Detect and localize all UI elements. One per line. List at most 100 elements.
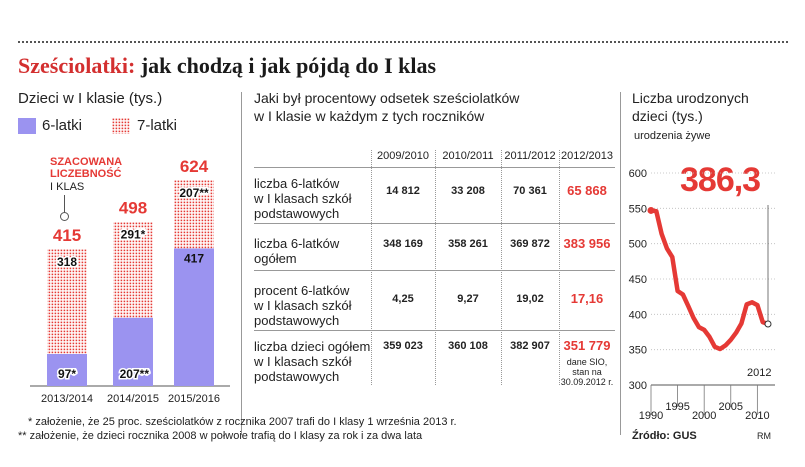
table-cell-highlight: 351 779 bbox=[563, 338, 611, 353]
table-cell-highlight: 65 868 bbox=[567, 183, 607, 198]
bar-total-label: 498 bbox=[119, 199, 147, 218]
estimate-label-line2: LICZEBNOŚĆ bbox=[50, 168, 122, 180]
author-label: RM bbox=[757, 431, 771, 441]
row-label-line: procent 6-latków bbox=[254, 283, 350, 298]
table-cell: 382 907 bbox=[510, 340, 550, 352]
births-series-line bbox=[648, 208, 771, 352]
table-cell: 348 169 bbox=[383, 238, 423, 250]
line-chart-subtitle-3: urodzenia żywe bbox=[634, 130, 711, 142]
table-heading-line2: w I klasie w każdym z tych roczników bbox=[254, 108, 485, 124]
y-tick-label: 350 bbox=[629, 345, 647, 357]
page-title: Sześciolatki: jak chodzą i jak pójdą do … bbox=[18, 53, 436, 79]
table-rule-top bbox=[254, 167, 615, 168]
bar-6-latki bbox=[174, 248, 214, 386]
stacked-bar-chart: 2013/2014 415 97* 318 2014/2015 498 207** 291* 2… bbox=[30, 157, 230, 405]
table-cell-highlight: 383 956 bbox=[563, 236, 611, 251]
y-tick-label: 500 bbox=[629, 239, 647, 251]
footnote-1: * założenie, że 25 proc. sześciolatków z… bbox=[28, 416, 457, 428]
table-note-line: stan na bbox=[572, 367, 602, 377]
line-chart-subtitle-1: Liczba urodzonych bbox=[632, 90, 749, 106]
row-label-line: w I klasach szkół bbox=[254, 354, 352, 369]
row-label-count6-total: liczba 6-latków ogółem bbox=[254, 236, 339, 266]
bar-category-label: 2014/2015 bbox=[107, 393, 159, 405]
table-col-sep-4 bbox=[559, 150, 560, 385]
estimate-label-line3: I KLAS bbox=[50, 181, 85, 193]
table-rule-1 bbox=[254, 223, 615, 224]
bar-6-value-label: 97* bbox=[58, 367, 76, 381]
legend-swatch-6 bbox=[18, 118, 36, 134]
legend-label-7: 7-latki bbox=[137, 117, 178, 134]
table-cell: 369 872 bbox=[510, 238, 550, 250]
bar-total-label: 624 bbox=[180, 157, 209, 176]
row-label-line: podstawowych bbox=[254, 313, 340, 328]
row-label-count6-school: liczba 6-latków w I klasach szkół podsta… bbox=[254, 176, 352, 221]
estimate-pointer-dot bbox=[60, 212, 69, 221]
x-tick-label: 2000 bbox=[692, 410, 716, 422]
bar-7-latki bbox=[47, 249, 87, 354]
bar-total-label: 415 bbox=[53, 226, 81, 245]
table-cell-highlight: 17,16 bbox=[570, 291, 604, 306]
table-note-line: dane SIO, bbox=[566, 357, 608, 367]
estimate-label-line1: SZACOWANA bbox=[50, 156, 123, 168]
col-header-2010: 2010/2011 bbox=[442, 150, 494, 162]
title-highlight: Sześciolatki: bbox=[18, 53, 136, 78]
col-header-2012: 2012/2013 bbox=[561, 150, 613, 162]
table-heading-line1: Jaki był procentowy odsetek sześciolatkó… bbox=[254, 90, 520, 106]
table-rule-2 bbox=[254, 270, 615, 271]
divider-right bbox=[620, 92, 621, 435]
table-cell: 359 023 bbox=[383, 340, 423, 352]
row-label-line: w I klasach szkół bbox=[254, 191, 352, 206]
bar-6-value-label: 417 bbox=[184, 251, 204, 265]
bar-6-latki bbox=[47, 353, 87, 386]
table-rule-3 bbox=[254, 330, 615, 331]
row-label-line: liczba dzieci ogółem bbox=[254, 339, 371, 354]
table-cell: 9,27 bbox=[457, 293, 479, 305]
births-line-chart: 3003504004505005506001990199520002005201… bbox=[629, 168, 775, 422]
highlight-value: 386,3 bbox=[680, 161, 761, 199]
highlight-year: 2012 bbox=[747, 367, 772, 379]
row-label-line: liczba 6-latków bbox=[254, 176, 340, 191]
table-col-sep-3 bbox=[501, 150, 502, 385]
row-label-line: w I klasach szkół bbox=[254, 298, 352, 313]
legend-label-6: 6-latki bbox=[42, 117, 83, 134]
footnote-2: ** założenie, że dzieci rocznika 2008 w … bbox=[18, 430, 423, 442]
row-label-line: liczba 6-latków bbox=[254, 236, 340, 251]
series-end-point bbox=[764, 320, 772, 328]
bar-6-latki bbox=[113, 317, 153, 386]
bar-6-value-label: 207** bbox=[120, 367, 150, 381]
bar-7-value-label: 318 bbox=[57, 255, 77, 269]
table-cell: 360 108 bbox=[448, 340, 488, 352]
col-header-2009: 2009/2010 bbox=[377, 150, 429, 162]
table-cell: 33 208 bbox=[451, 185, 485, 197]
row-label-line: podstawowych bbox=[254, 369, 340, 384]
divider-left bbox=[241, 92, 242, 435]
bar-7-value-label: 207** bbox=[179, 186, 209, 200]
y-tick-label: 300 bbox=[629, 380, 647, 392]
bar-7-latki bbox=[113, 221, 153, 318]
table-note: dane SIO, stan na 30.09.2012 r. bbox=[559, 357, 615, 387]
bar-7-latki bbox=[174, 180, 214, 249]
row-label-children-total: liczba dzieci ogółem w I klasach szkół p… bbox=[254, 339, 370, 384]
col-header-2011: 2011/2012 bbox=[504, 150, 556, 162]
estimate-pointer-line bbox=[64, 195, 65, 215]
top-divider bbox=[18, 41, 788, 43]
y-tick-label: 400 bbox=[629, 309, 647, 321]
row-label-line: podstawowych bbox=[254, 206, 340, 221]
bar-7-value-label: 291* bbox=[121, 228, 146, 242]
y-tick-label: 450 bbox=[629, 274, 647, 286]
table-col-sep-2 bbox=[435, 150, 436, 385]
line-chart-subtitle-2: dzieci (tys.) bbox=[632, 108, 703, 124]
y-tick-label: 550 bbox=[629, 203, 647, 215]
row-label-line: ogółem bbox=[254, 251, 297, 266]
series-start-point bbox=[647, 206, 655, 214]
title-rest: jak chodzą i jak pójdą do I klas bbox=[135, 53, 437, 78]
bar-chart-subtitle: Dzieci w I klasie (tys.) bbox=[18, 90, 163, 107]
x-tick-label: 2005 bbox=[719, 401, 743, 413]
table-note-line: 30.09.2012 r. bbox=[560, 377, 614, 387]
x-tick-label: 1995 bbox=[665, 401, 689, 413]
bar-category-label: 2015/2016 bbox=[168, 393, 220, 405]
table-cell: 19,02 bbox=[516, 293, 544, 305]
x-tick-label: 2010 bbox=[745, 410, 769, 422]
table-cell: 70 361 bbox=[513, 185, 547, 197]
legend-swatch-7 bbox=[112, 118, 130, 134]
